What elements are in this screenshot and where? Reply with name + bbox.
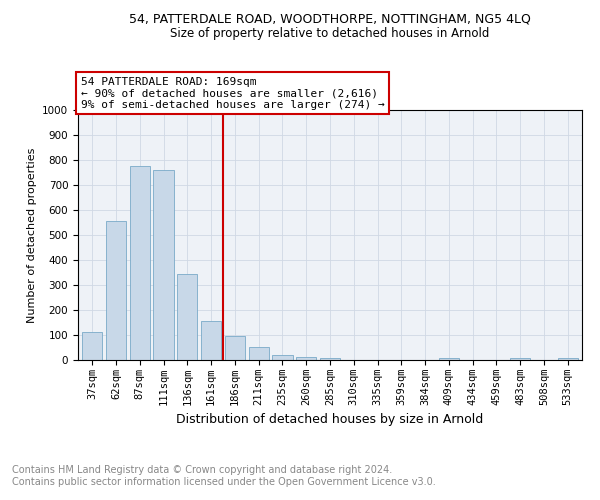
Bar (557, 358, 578, 360)
Bar (177, 274, 197, 360)
Bar (439, 358, 459, 360)
Bar (320, 358, 340, 360)
Y-axis label: Number of detached properties: Number of detached properties (26, 148, 37, 322)
Bar (272, 355, 293, 360)
Bar (130, 166, 150, 360)
Bar (201, 320, 221, 360)
Bar (510, 358, 530, 360)
Text: Size of property relative to detached houses in Arnold: Size of property relative to detached ho… (170, 28, 490, 40)
Bar (296, 357, 316, 360)
Bar (248, 347, 269, 360)
Bar (106, 221, 126, 360)
Text: 54, PATTERDALE ROAD, WOODTHORPE, NOTTINGHAM, NG5 4LQ: 54, PATTERDALE ROAD, WOODTHORPE, NOTTING… (129, 12, 531, 26)
Text: 54 PATTERDALE ROAD: 169sqm
← 90% of detached houses are smaller (2,616)
9% of se: 54 PATTERDALE ROAD: 169sqm ← 90% of deta… (80, 77, 384, 110)
Bar (82, 332, 103, 360)
Text: Contains HM Land Registry data © Crown copyright and database right 2024.
Contai: Contains HM Land Registry data © Crown c… (12, 465, 436, 486)
Text: Distribution of detached houses by size in Arnold: Distribution of detached houses by size … (176, 412, 484, 426)
Bar (154, 170, 173, 360)
Bar (225, 336, 245, 360)
